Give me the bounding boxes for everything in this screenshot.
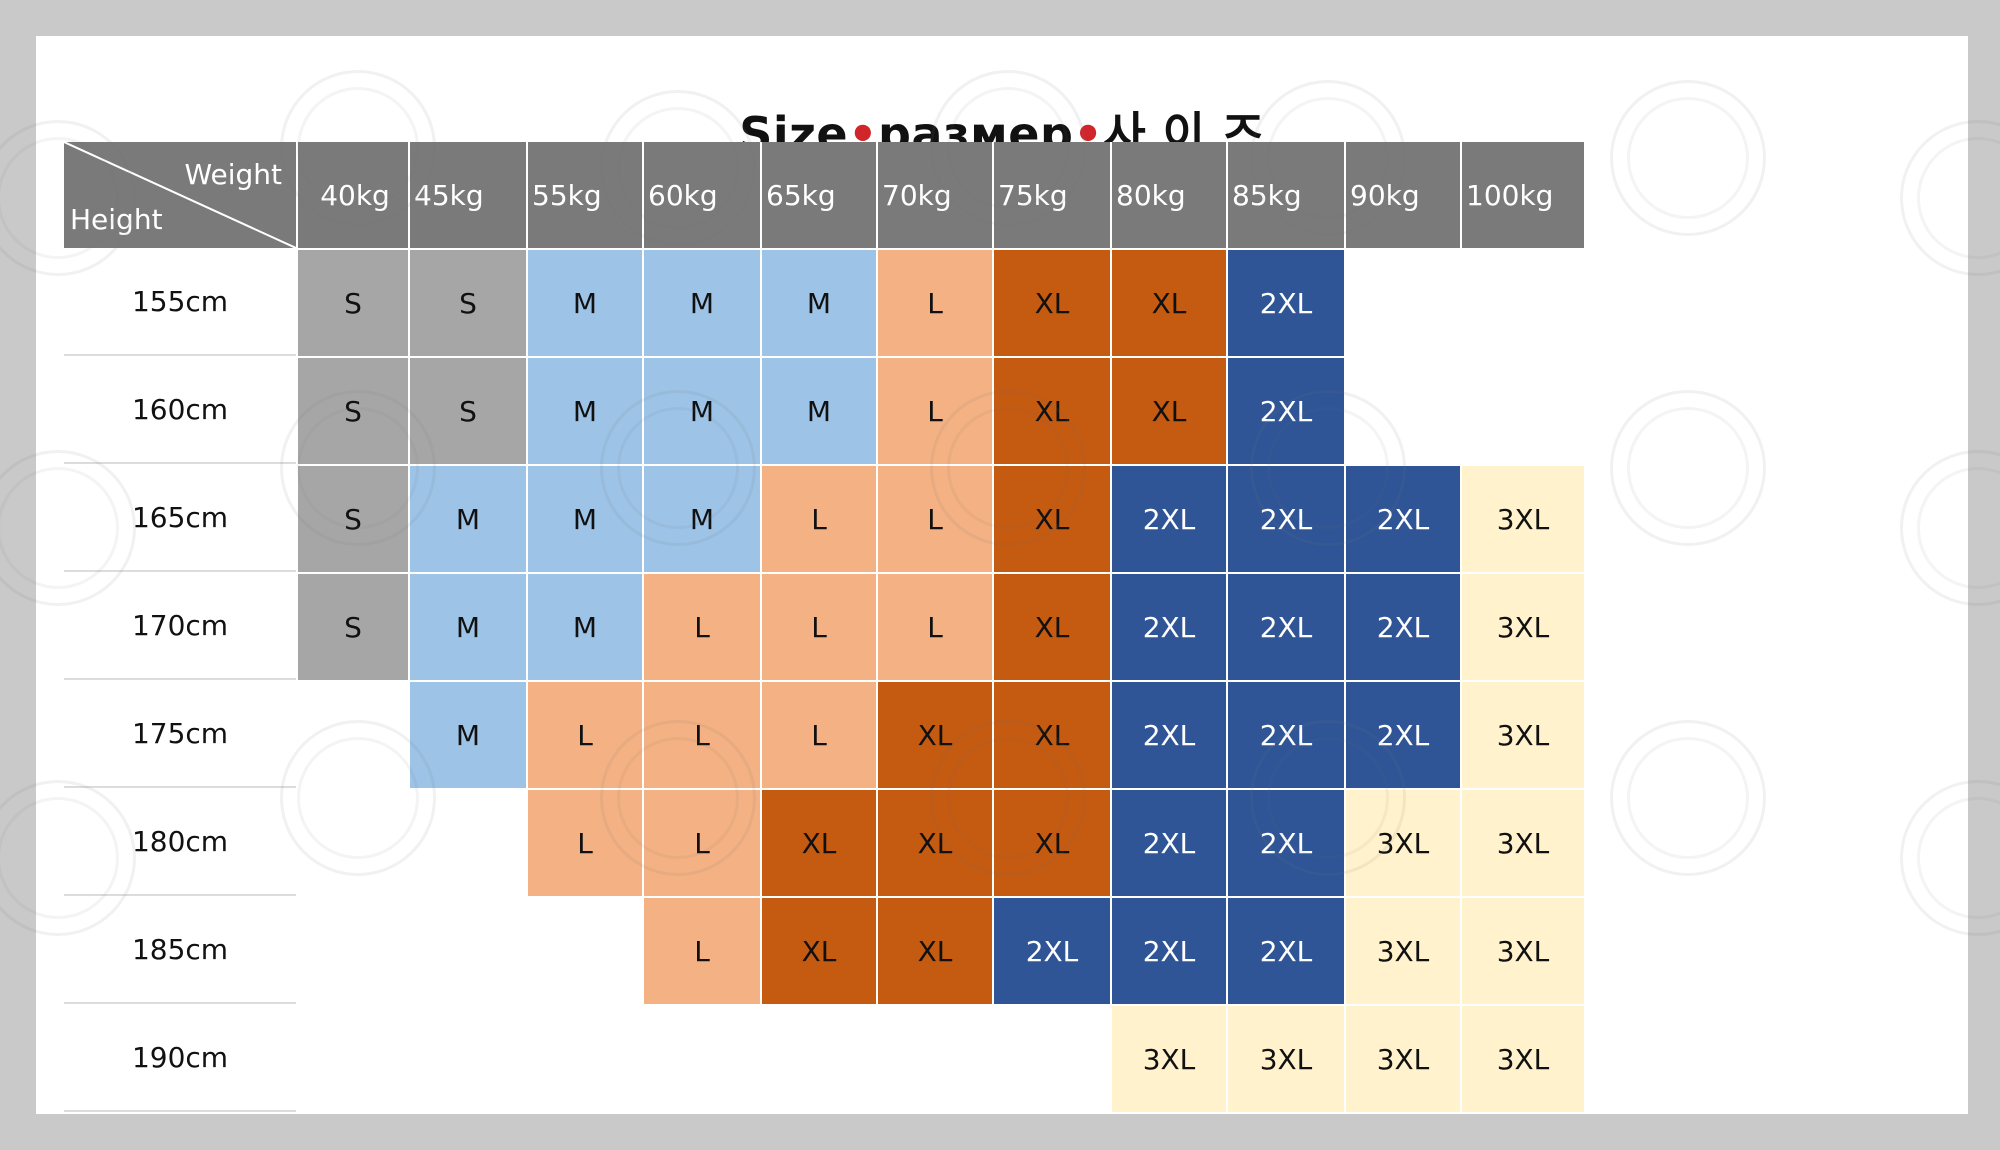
size-cell: XL [760,788,876,896]
weight-axis-label: Weight [184,158,282,191]
size-cell: XL [992,464,1110,572]
weight-header-cell: 75kg [992,142,1110,248]
size-cell: 2XL [1226,788,1344,896]
size-cell: L [642,680,760,788]
height-row-label: 180cm [64,788,296,896]
size-cell: M [408,572,526,680]
size-cell: M [642,464,760,572]
size-cell: 3XL [1460,1004,1584,1112]
size-cell: 2XL [992,896,1110,1004]
size-cell: S [296,464,408,572]
size-cell: L [642,572,760,680]
size-cell: M [642,356,760,464]
size-cell: L [760,680,876,788]
size-cell: 3XL [1344,788,1460,896]
size-cell: 2XL [1226,464,1344,572]
height-row-label: 190cm [64,1004,296,1112]
size-cell: M [526,248,642,356]
size-cell: XL [992,572,1110,680]
size-cell: M [760,356,876,464]
height-row-label: 165cm [64,464,296,572]
size-cell: L [760,464,876,572]
size-cell: 2XL [1226,896,1344,1004]
size-cell: 2XL [1110,896,1226,1004]
size-cell: L [526,680,642,788]
size-cell: 3XL [1460,788,1584,896]
size-cell: 2XL [1110,572,1226,680]
size-cell: 2XL [1110,788,1226,896]
weight-header-cell: 100kg [1460,142,1584,248]
size-cell: S [296,248,408,356]
size-cell: 2XL [1226,680,1344,788]
size-cell: 3XL [1344,896,1460,1004]
size-cell: M [526,464,642,572]
weight-header-cell: 80kg [1110,142,1226,248]
size-cell: S [408,248,526,356]
size-cell: L [642,896,760,1004]
size-cell: L [526,788,642,896]
size-cell: M [526,356,642,464]
weight-header-cell: 55kg [526,142,642,248]
height-axis-label: Height [70,203,163,236]
size-cell: M [760,248,876,356]
size-cell: XL [760,896,876,1004]
weight-header-cell: 65kg [760,142,876,248]
size-cell: S [408,356,526,464]
size-table: Weight Height 40kg 45kg 55kg 60kg 65kg 70kg 75… [64,142,1938,1114]
size-cell: XL [1110,248,1226,356]
size-cell: XL [876,680,992,788]
size-cell: 3XL [1460,680,1584,788]
size-cell: 2XL [1110,680,1226,788]
weight-header-cell: 60kg [642,142,760,248]
size-cell: 3XL [1460,572,1584,680]
size-cell: 2XL [1344,464,1460,572]
size-cell: M [408,464,526,572]
height-row-label: 170cm [64,572,296,680]
size-cell: 2XL [1226,356,1344,464]
size-cell: L [642,788,760,896]
size-cell: XL [1110,356,1226,464]
size-cell: M [526,572,642,680]
size-cell: M [642,248,760,356]
weight-header-cell: 40kg [296,142,408,248]
size-cell: 2XL [1226,248,1344,356]
weight-header-cell: 85kg [1226,142,1344,248]
size-cell: L [876,464,992,572]
height-row-label: 155cm [64,248,296,356]
size-cell: 3XL [1344,1004,1460,1112]
size-cell: 2XL [1344,680,1460,788]
height-row-label: 185cm [64,896,296,1004]
size-cell: 2XL [1344,572,1460,680]
size-cell: 3XL [1226,1004,1344,1112]
size-cell: XL [876,896,992,1004]
height-row-label: 160cm [64,356,296,464]
size-cell: XL [992,248,1110,356]
size-cell: L [876,356,992,464]
height-row-label: 175cm [64,680,296,788]
size-cell: S [296,572,408,680]
size-cell: 3XL [1460,464,1584,572]
size-cell: 2XL [1110,464,1226,572]
size-cell: XL [992,356,1110,464]
weight-header-cell: 70kg [876,142,992,248]
corner-header-cell: Weight Height [64,142,296,248]
size-cell: 3XL [1110,1004,1226,1112]
weight-header-cell: 90kg [1344,142,1460,248]
size-cell: L [876,248,992,356]
size-cell: XL [992,788,1110,896]
weight-header-cell: 45kg [408,142,526,248]
size-cell: 2XL [1226,572,1344,680]
corner-diagonal-line [64,142,296,248]
size-cell: L [760,572,876,680]
size-cell: S [296,356,408,464]
size-cell: M [408,680,526,788]
size-cell: L [876,572,992,680]
size-cell: 3XL [1460,896,1584,1004]
size-cell: XL [992,680,1110,788]
size-cell: XL [876,788,992,896]
